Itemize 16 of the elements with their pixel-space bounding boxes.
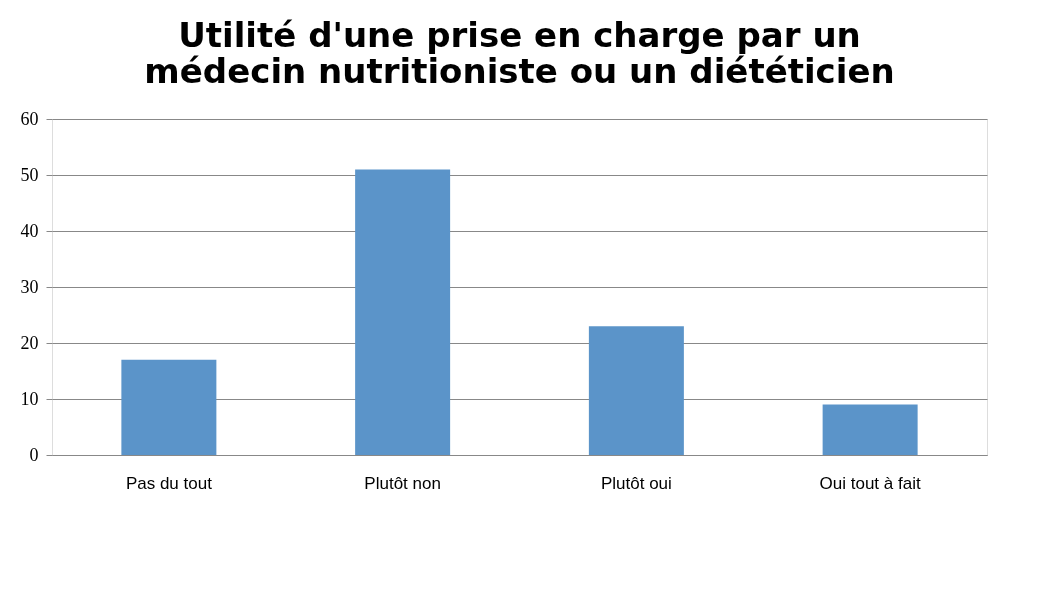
x-tick-label: Pas du tout — [125, 473, 213, 493]
bar — [588, 326, 684, 455]
x-tick-label: Plutôt non — [364, 473, 441, 493]
y-tick-label: 40 — [20, 220, 39, 241]
y-tick-label: 50 — [20, 164, 39, 185]
y-tick-label: 10 — [20, 388, 39, 409]
bar — [355, 169, 451, 455]
y-tick-label: 60 — [20, 108, 39, 129]
x-tick-label: Plutôt oui — [600, 473, 672, 493]
bar — [822, 404, 918, 455]
y-tick-label: 20 — [20, 332, 39, 353]
y-tick-label: 30 — [20, 276, 39, 297]
text: Utilité d'une prise en charge par un — [178, 15, 861, 55]
x-tick-label: Oui tout à fait — [819, 473, 921, 493]
bar — [121, 359, 217, 455]
y-tick-label: 0 — [29, 444, 39, 465]
